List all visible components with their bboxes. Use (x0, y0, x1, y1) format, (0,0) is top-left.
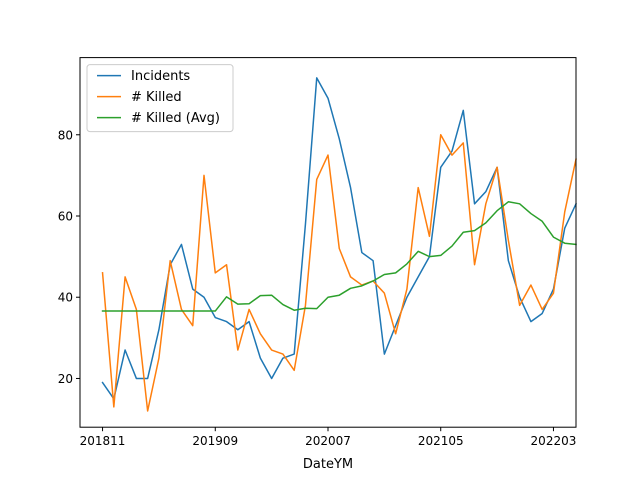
x-tick-label: 202105 (418, 434, 464, 448)
legend-frame (86, 64, 234, 133)
series-line-killed (101, 134, 577, 412)
x-tick-label: 202203 (531, 434, 577, 448)
legend-label: # Killed (131, 90, 182, 105)
y-tick-label: 40 (58, 291, 73, 305)
series-line-killed-avg (101, 201, 577, 312)
legend-label: Incidents (131, 69, 190, 84)
x-axis: 201811 201909 202007 202105 202203 (80, 427, 577, 448)
x-tick-label: 201811 (80, 434, 126, 448)
y-axis: 20 40 60 80 (58, 128, 80, 386)
y-tick-label: 20 (58, 372, 73, 386)
x-tick-label: 202007 (305, 434, 351, 448)
legend-label: # Killed (Avg) (131, 111, 220, 126)
series-layer (101, 77, 577, 412)
y-tick-label: 80 (58, 128, 73, 142)
x-axis-label: DateYM (303, 457, 353, 472)
y-tick-label: 60 (58, 210, 73, 224)
legend: Incidents # Killed # Killed (Avg) (86, 64, 234, 133)
x-tick-label: 201909 (192, 434, 238, 448)
